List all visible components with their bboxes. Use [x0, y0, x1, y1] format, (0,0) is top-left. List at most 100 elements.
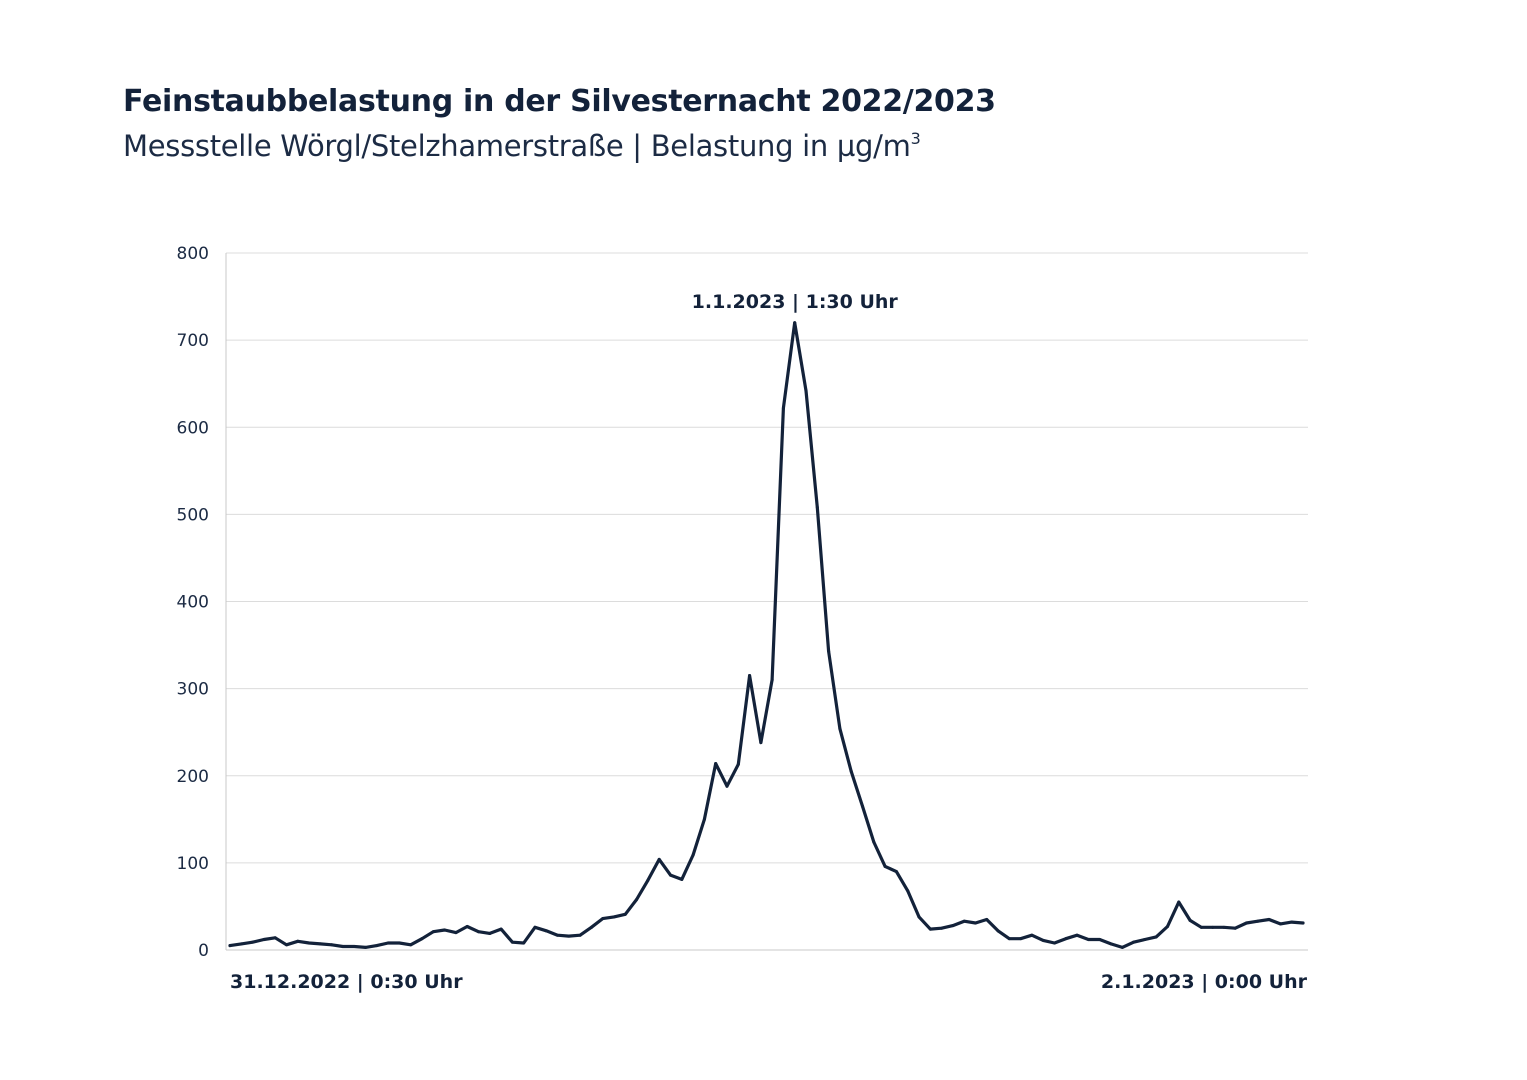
data-point — [228, 944, 232, 948]
data-point — [431, 930, 435, 934]
data-point — [781, 406, 785, 410]
data-point — [1143, 938, 1147, 942]
data-point — [1120, 945, 1124, 949]
data-point — [386, 941, 390, 945]
data-point — [849, 769, 853, 773]
data-point — [1053, 941, 1057, 945]
data-point — [646, 878, 650, 882]
data-point — [352, 945, 356, 949]
data-point — [397, 941, 401, 945]
data-point — [1109, 942, 1113, 946]
y-tick-label: 800 — [177, 244, 209, 264]
subtitle-superscript: 3 — [910, 129, 921, 148]
data-point — [668, 873, 672, 877]
subtitle-text: Messstelle Wörgl/Stelzhamerstraße | Bela… — [123, 129, 911, 163]
data-point — [1256, 919, 1260, 923]
data-point — [454, 931, 458, 935]
data-point — [612, 915, 616, 919]
data-point — [1007, 937, 1011, 941]
data-point — [510, 940, 514, 944]
data-point — [1188, 918, 1192, 922]
data-point — [318, 942, 322, 946]
data-point — [827, 649, 831, 653]
data-point — [284, 943, 288, 947]
data-point — [443, 928, 447, 932]
data-point — [793, 321, 797, 325]
data-point — [725, 784, 729, 788]
data-point — [770, 678, 774, 682]
data-point — [962, 919, 966, 923]
data-point — [748, 674, 752, 678]
y-tick-label: 700 — [177, 331, 209, 351]
data-point — [1278, 922, 1282, 926]
data-point — [985, 918, 989, 922]
data-point — [1211, 925, 1215, 929]
data-point — [601, 917, 605, 921]
data-point — [296, 939, 300, 943]
y-tick-label: 200 — [177, 767, 209, 787]
data-point — [906, 889, 910, 893]
data-point — [657, 857, 661, 861]
data-point — [556, 933, 560, 937]
data-point — [861, 804, 865, 808]
data-point — [420, 937, 424, 941]
data-point — [1075, 933, 1079, 937]
y-tick-label: 100 — [177, 854, 209, 874]
data-point — [251, 940, 255, 944]
data-point — [1199, 925, 1203, 929]
data-point — [522, 941, 526, 945]
data-point — [973, 921, 977, 925]
data-point — [1030, 933, 1034, 937]
data-point — [872, 840, 876, 844]
data-point — [883, 864, 887, 868]
data-point — [465, 924, 469, 928]
y-tick-label: 0 — [198, 941, 209, 961]
data-point — [409, 943, 413, 947]
data-point — [1154, 935, 1158, 939]
data-point — [1290, 920, 1294, 924]
data-point — [1222, 925, 1226, 929]
data-point — [1165, 924, 1169, 928]
data-point — [1301, 921, 1305, 925]
data-point — [307, 941, 311, 945]
y-tick-label: 300 — [177, 680, 209, 700]
series-line-pm10 — [228, 321, 1305, 950]
data-point — [680, 877, 684, 881]
data-point — [1132, 940, 1136, 944]
y-tick-label: 600 — [177, 418, 209, 438]
data-point — [736, 762, 740, 766]
data-point — [262, 938, 266, 942]
data-point — [1041, 938, 1045, 942]
data-point — [589, 925, 593, 929]
data-point — [330, 943, 334, 947]
data-point — [1098, 938, 1102, 942]
data-point — [804, 389, 808, 393]
data-point — [815, 505, 819, 509]
data-point — [1177, 900, 1181, 904]
chart-title: Feinstaubbelastung in der Silvesternacht… — [123, 84, 996, 119]
data-point — [1267, 918, 1271, 922]
data-point — [578, 933, 582, 937]
data-point — [1233, 926, 1237, 930]
data-point — [894, 870, 898, 874]
data-point — [499, 927, 503, 931]
data-point — [364, 945, 368, 949]
data-point — [1064, 937, 1068, 941]
data-point — [996, 929, 1000, 933]
data-point — [838, 727, 842, 731]
data-point — [1086, 938, 1090, 942]
x-start-label: 31.12.2022 | 0:30 Uhr — [230, 971, 463, 993]
chart-subtitle: Messstelle Wörgl/Stelzhamerstraße | Bela… — [123, 129, 921, 163]
data-point — [488, 931, 492, 935]
data-point — [623, 912, 627, 916]
data-point — [544, 929, 548, 933]
data-point — [928, 927, 932, 931]
data-point — [476, 930, 480, 934]
data-point — [1245, 921, 1249, 925]
data-point — [273, 936, 277, 940]
data-point — [917, 915, 921, 919]
peak-annotation-label: 1.1.2023 | 1:30 Uhr — [692, 291, 899, 313]
data-point — [951, 924, 955, 928]
data-point — [533, 925, 537, 929]
